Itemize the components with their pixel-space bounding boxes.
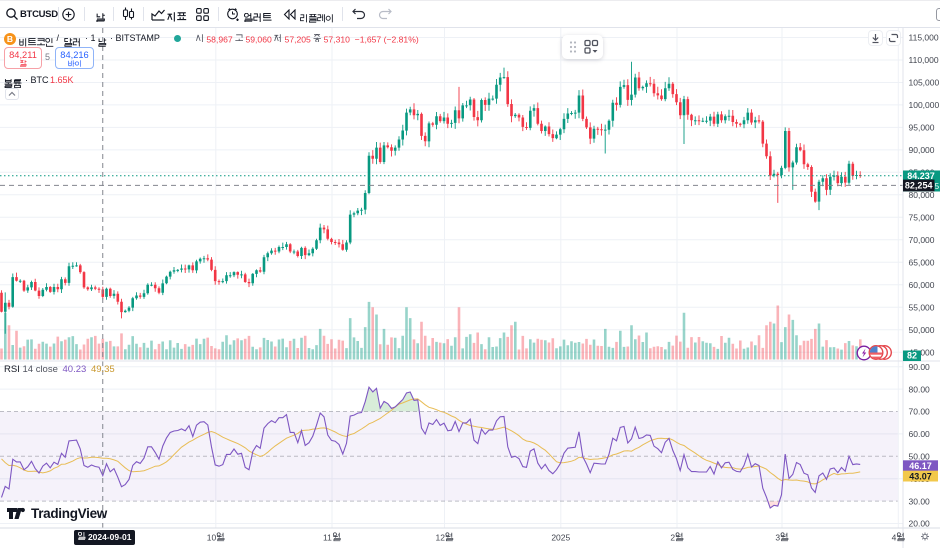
svg-text:105,000: 105,000 xyxy=(909,78,940,88)
svg-text:43.07: 43.07 xyxy=(909,471,932,481)
svg-text:60.00: 60.00 xyxy=(909,429,931,439)
svg-text:50.00: 50.00 xyxy=(909,452,931,462)
svg-text:115,000: 115,000 xyxy=(909,33,939,43)
svg-text:80.00: 80.00 xyxy=(909,384,931,394)
svg-text:12: 12 xyxy=(436,532,446,542)
svg-text:30.00: 30.00 xyxy=(909,496,931,506)
svg-text:95,000: 95,000 xyxy=(909,123,935,133)
svg-text:90.00: 90.00 xyxy=(909,362,931,372)
svg-text:65,000: 65,000 xyxy=(909,257,935,267)
svg-text:B: B xyxy=(7,34,13,44)
svg-text:45,000: 45,000 xyxy=(909,347,935,357)
svg-text:10: 10 xyxy=(207,532,217,542)
svg-text:55,000: 55,000 xyxy=(909,302,935,312)
svg-text:20.00: 20.00 xyxy=(909,519,931,529)
svg-text:4: 4 xyxy=(892,532,897,542)
svg-text:3: 3 xyxy=(775,532,780,542)
svg-text:2025: 2025 xyxy=(551,533,570,543)
svg-text:2: 2 xyxy=(670,532,675,542)
svg-text:46.17: 46.17 xyxy=(909,461,932,471)
svg-text:80,000: 80,000 xyxy=(909,190,935,200)
svg-text:75,000: 75,000 xyxy=(909,213,935,223)
svg-text:60,000: 60,000 xyxy=(909,280,935,290)
svg-text:84.237: 84.237 xyxy=(907,171,935,181)
svg-text:100,000: 100,000 xyxy=(909,100,940,110)
svg-text:82: 82 xyxy=(907,351,917,361)
svg-text:82,254: 82,254 xyxy=(905,181,933,191)
svg-text:50,000: 50,000 xyxy=(909,325,935,335)
svg-text:11: 11 xyxy=(323,532,332,542)
svg-text:70,000: 70,000 xyxy=(909,235,935,245)
svg-text:5: 5 xyxy=(935,182,940,191)
svg-text:70.00: 70.00 xyxy=(909,407,931,417)
svg-text:90,000: 90,000 xyxy=(909,145,935,155)
svg-text:110,000: 110,000 xyxy=(909,55,939,65)
